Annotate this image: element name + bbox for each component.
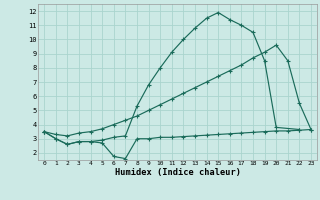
X-axis label: Humidex (Indice chaleur): Humidex (Indice chaleur) — [115, 168, 241, 177]
